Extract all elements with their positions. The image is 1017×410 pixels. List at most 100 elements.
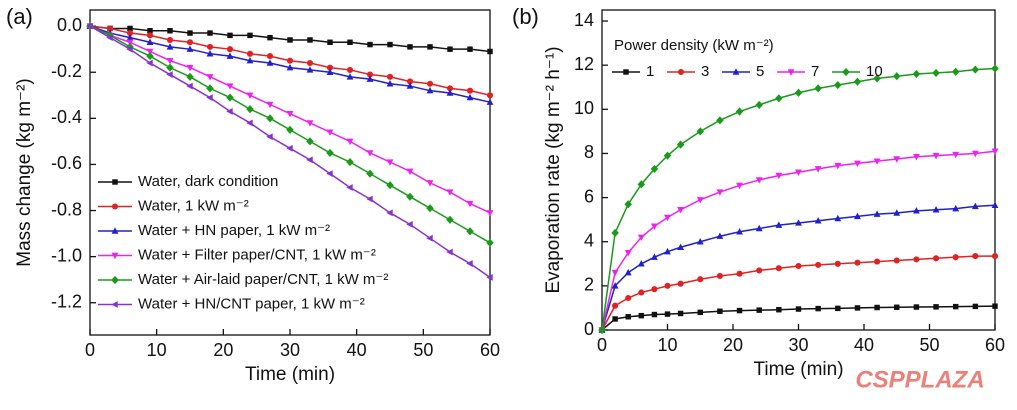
marker	[893, 209, 901, 216]
marker	[933, 304, 939, 310]
marker	[874, 304, 880, 311]
x-tick-label: 50	[413, 340, 433, 360]
marker	[775, 221, 783, 228]
marker	[638, 312, 645, 319]
legend-title: Power density (kW m⁻²)	[614, 37, 774, 54]
marker	[187, 30, 193, 36]
panel-label: (b)	[512, 4, 539, 29]
marker	[814, 84, 822, 93]
marker	[834, 260, 841, 267]
y-tick-label: -0.6	[51, 153, 82, 173]
marker	[347, 39, 353, 45]
x-tick-label: 10	[147, 340, 167, 360]
marker	[873, 210, 881, 217]
marker	[677, 243, 684, 250]
marker	[664, 214, 671, 222]
marker	[913, 207, 920, 214]
marker	[386, 181, 394, 190]
marker	[326, 64, 334, 71]
marker	[664, 311, 671, 317]
marker	[854, 259, 861, 266]
marker	[111, 252, 119, 260]
marker	[787, 69, 795, 76]
marker	[126, 39, 134, 47]
marker	[854, 212, 861, 220]
marker	[327, 39, 333, 45]
y-tick-label: 0	[584, 319, 594, 339]
marker	[426, 204, 434, 213]
marker	[186, 64, 194, 72]
marker	[126, 45, 133, 53]
marker	[815, 305, 821, 312]
marker	[247, 32, 253, 39]
marker	[932, 205, 940, 213]
marker	[835, 305, 841, 312]
marker	[775, 172, 783, 180]
x-tick-label: 20	[213, 340, 233, 360]
marker	[266, 59, 274, 66]
marker	[486, 210, 494, 217]
marker	[426, 234, 433, 242]
marker	[346, 184, 353, 191]
marker	[186, 39, 194, 46]
marker	[853, 77, 862, 86]
marker	[952, 204, 960, 212]
marker	[972, 303, 979, 310]
marker	[426, 80, 434, 87]
marker	[893, 156, 901, 163]
marker	[166, 36, 174, 44]
marker	[346, 73, 354, 80]
marker	[971, 202, 979, 210]
marker	[486, 273, 493, 281]
marker	[736, 270, 743, 277]
marker	[637, 180, 646, 189]
marker	[146, 48, 154, 56]
y-tick-label: 0.0	[57, 15, 82, 35]
marker	[306, 66, 314, 73]
y-tick-label: 2	[584, 275, 594, 295]
marker	[932, 68, 940, 77]
marker	[166, 43, 174, 50]
marker	[111, 227, 119, 234]
marker	[716, 189, 724, 196]
marker	[406, 192, 414, 201]
marker	[736, 228, 743, 235]
legend-label: 7	[811, 63, 819, 80]
marker	[406, 168, 414, 176]
marker	[624, 200, 632, 209]
marker	[206, 94, 213, 101]
marker	[991, 148, 999, 155]
marker	[366, 75, 374, 82]
marker	[266, 101, 274, 109]
marker	[306, 59, 314, 67]
marker	[246, 119, 253, 127]
series-line	[601, 67, 996, 331]
marker	[894, 304, 900, 310]
marker	[814, 166, 822, 173]
marker	[246, 92, 254, 100]
marker	[795, 169, 802, 176]
marker	[991, 201, 999, 209]
x-tick-label: 40	[347, 340, 367, 360]
marker	[834, 80, 842, 90]
marker	[650, 164, 659, 173]
marker	[972, 253, 979, 260]
marker	[651, 286, 658, 293]
marker	[487, 48, 493, 55]
legend-label: 10	[866, 63, 883, 80]
x-tick-label: 60	[985, 335, 1005, 355]
x-axis-label: Time (min)	[753, 359, 843, 380]
marker	[991, 64, 999, 73]
marker	[466, 200, 474, 208]
marker	[147, 28, 153, 34]
marker	[677, 310, 684, 317]
marker	[696, 127, 704, 136]
marker	[246, 56, 254, 64]
marker	[406, 78, 414, 85]
marker	[697, 309, 703, 316]
marker	[226, 83, 234, 90]
marker	[386, 80, 394, 87]
marker	[111, 275, 119, 285]
marker	[854, 160, 861, 168]
